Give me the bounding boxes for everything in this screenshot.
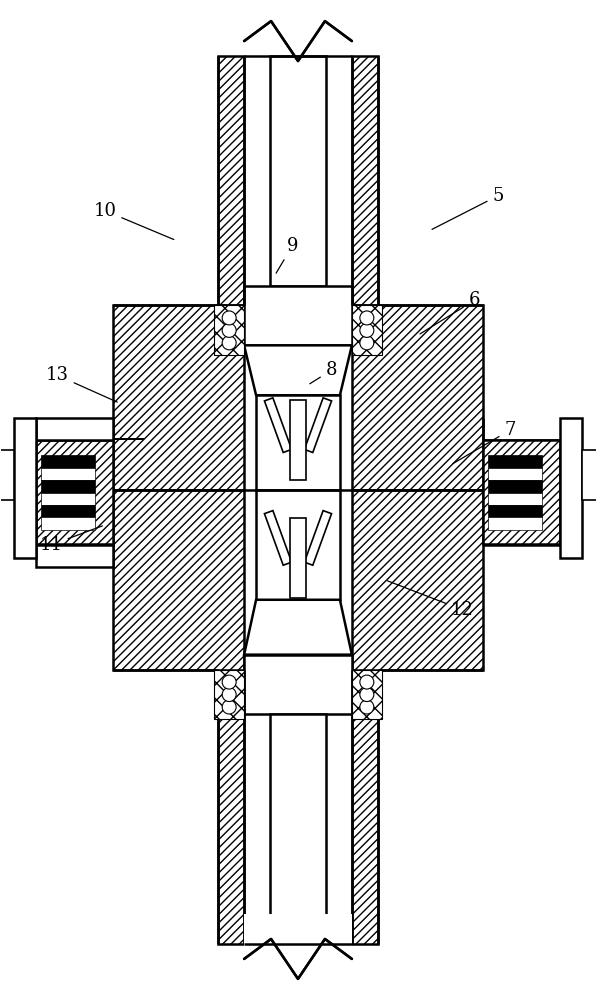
Circle shape bbox=[222, 675, 236, 689]
Bar bbox=[214, 305, 244, 355]
Bar bbox=[270, 714, 326, 944]
Polygon shape bbox=[113, 490, 244, 670]
Bar bbox=[36, 418, 113, 440]
Text: 8: 8 bbox=[310, 361, 337, 384]
Bar bbox=[488, 480, 543, 493]
Polygon shape bbox=[218, 670, 244, 944]
Bar bbox=[41, 517, 96, 530]
Bar bbox=[41, 455, 96, 468]
Polygon shape bbox=[352, 670, 378, 944]
Bar bbox=[256, 395, 340, 490]
Bar bbox=[482, 440, 561, 544]
Bar bbox=[244, 1, 352, 31]
Polygon shape bbox=[352, 56, 378, 305]
Bar bbox=[582, 450, 597, 500]
Bar bbox=[488, 493, 543, 505]
Bar bbox=[244, 914, 352, 999]
Circle shape bbox=[360, 336, 374, 350]
Bar bbox=[14, 418, 36, 558]
Bar bbox=[41, 505, 96, 517]
Text: 13: 13 bbox=[46, 366, 117, 402]
Bar bbox=[488, 455, 543, 468]
Bar bbox=[36, 545, 113, 567]
Bar bbox=[41, 493, 96, 505]
Text: 12: 12 bbox=[387, 581, 474, 619]
Circle shape bbox=[360, 700, 374, 714]
Bar bbox=[352, 305, 382, 355]
Bar bbox=[352, 670, 382, 719]
Bar bbox=[41, 480, 96, 493]
Circle shape bbox=[222, 323, 236, 337]
Bar bbox=[488, 517, 543, 530]
Bar bbox=[0, 450, 14, 500]
Circle shape bbox=[360, 688, 374, 702]
Circle shape bbox=[222, 700, 236, 714]
Circle shape bbox=[360, 311, 374, 325]
Text: 6: 6 bbox=[420, 291, 480, 334]
Circle shape bbox=[222, 336, 236, 350]
Polygon shape bbox=[352, 490, 482, 670]
Circle shape bbox=[360, 323, 374, 337]
Text: 7: 7 bbox=[453, 421, 516, 464]
Bar bbox=[244, 655, 352, 714]
Text: 5: 5 bbox=[432, 187, 504, 229]
Text: 11: 11 bbox=[40, 526, 102, 554]
Bar bbox=[41, 468, 96, 480]
Bar bbox=[256, 490, 340, 600]
Polygon shape bbox=[352, 305, 482, 490]
Circle shape bbox=[360, 675, 374, 689]
Polygon shape bbox=[244, 600, 352, 655]
Circle shape bbox=[222, 311, 236, 325]
Polygon shape bbox=[264, 398, 292, 452]
Bar bbox=[290, 518, 306, 598]
Bar bbox=[244, 286, 352, 345]
Bar bbox=[214, 670, 244, 719]
Bar bbox=[270, 56, 326, 286]
Polygon shape bbox=[304, 398, 331, 452]
Text: 10: 10 bbox=[93, 202, 174, 240]
Bar bbox=[488, 468, 543, 480]
Circle shape bbox=[222, 688, 236, 702]
Polygon shape bbox=[218, 56, 244, 305]
Polygon shape bbox=[113, 305, 244, 490]
Bar bbox=[36, 440, 113, 544]
Bar bbox=[14, 438, 144, 440]
Bar bbox=[290, 400, 306, 480]
Text: 9: 9 bbox=[276, 237, 298, 273]
Polygon shape bbox=[244, 345, 352, 395]
Bar bbox=[561, 418, 582, 558]
Polygon shape bbox=[304, 511, 331, 565]
Bar bbox=[488, 505, 543, 517]
Polygon shape bbox=[264, 511, 292, 565]
